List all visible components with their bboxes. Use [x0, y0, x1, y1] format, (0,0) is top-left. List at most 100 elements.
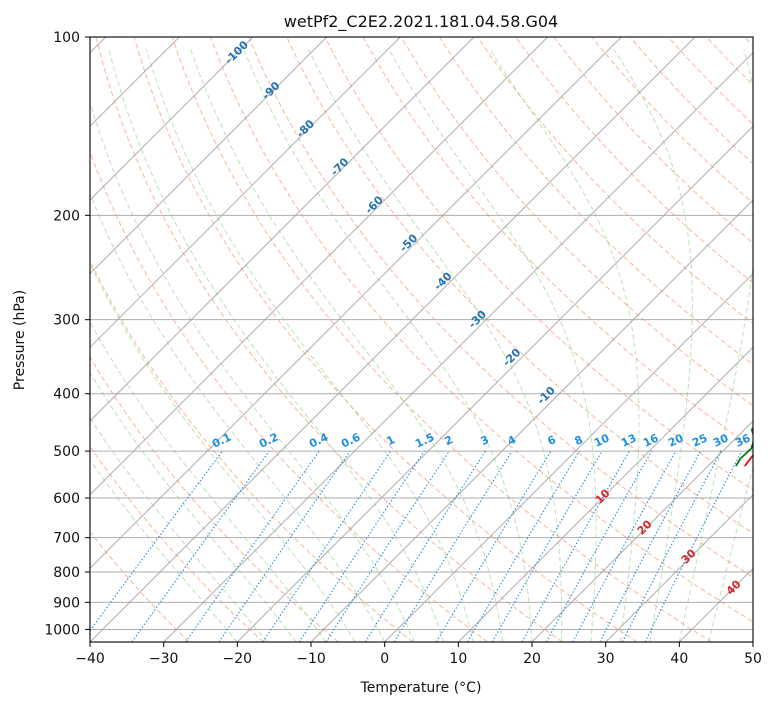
dry-adiabat-line: [477, 37, 753, 325]
mixing-ratio-label: 16: [641, 431, 661, 449]
x-tick-label: −10: [296, 651, 326, 667]
moist-adiabat-line: [243, 49, 533, 642]
dry-adiabat-line: [90, 150, 488, 642]
dry-adiabat-label: -90: [259, 79, 282, 102]
isotherm-line: [90, 37, 401, 349]
moist-adiabat-line: [489, 49, 640, 642]
mixing-ratio-line: [599, 450, 701, 642]
isotherm-line: [90, 37, 696, 642]
isotherm-line: [457, 346, 753, 642]
x-tick-label: 50: [744, 651, 762, 667]
x-tick-label: 30: [597, 651, 615, 667]
mixing-ratio-line: [131, 450, 270, 642]
dry-adiabat-line: [438, 37, 753, 366]
isotherm-line: [310, 199, 753, 642]
mixing-ratio-line: [90, 450, 223, 632]
mixing-ratio-label: 1: [385, 433, 397, 448]
isotherm-line: [752, 641, 753, 642]
dry-adiabat-line: [591, 37, 753, 204]
mixing-ratio-line: [262, 450, 392, 642]
mixing-ratio-line: [435, 450, 552, 642]
moist-adiabat-line: [90, 100, 415, 642]
mixing-ratio-label: 1.5: [413, 431, 436, 451]
mixing-ratio-line: [218, 450, 351, 642]
x-tick-label: −30: [149, 651, 179, 667]
x-tick-label: 40: [670, 651, 688, 667]
y-tick-label: 500: [53, 444, 80, 460]
isotherm-line: [236, 125, 753, 642]
dry-adiabat-line: [362, 37, 753, 449]
dry-adiabat-line: [286, 37, 753, 534]
moist-adiabat-line: [90, 321, 327, 642]
x-tick-label: 20: [523, 651, 541, 667]
dry-adiabat-line: [210, 37, 753, 623]
y-tick-label: 600: [53, 491, 80, 507]
dry-adiabat-line: [515, 37, 753, 284]
dry-adiabat-label: -20: [500, 346, 523, 369]
temperature-series-line: [743, 453, 753, 467]
y-tick-label: 900: [53, 595, 80, 611]
isotherm-line: [384, 272, 753, 642]
moist-adiabat-line: [90, 459, 238, 642]
mixing-ratio-line: [621, 450, 722, 642]
y-tick-label: 700: [53, 531, 80, 547]
y-tick-label: 300: [53, 313, 80, 329]
data-series: [735, 426, 753, 467]
dry-adiabat-line: [248, 37, 753, 578]
y-tick-label: 100: [53, 30, 80, 46]
dry-adiabat-label: -10: [535, 384, 558, 407]
mixing-ratio-line: [364, 450, 486, 642]
x-tick-label: 0: [380, 651, 389, 667]
chart-title: wetPf2_C2E2.2021.181.04.58.G04: [284, 12, 558, 32]
mixing-ratio-label: 2: [443, 433, 455, 448]
mixing-ratio-line: [521, 450, 630, 642]
moist-adiabat-line: [90, 262, 356, 642]
x-tick-label: −40: [75, 651, 105, 667]
moist-adiabat-line: [146, 49, 474, 642]
x-tick-label: 10: [449, 651, 467, 667]
isotherm-line: [90, 37, 254, 201]
isotherm-line: [90, 37, 549, 496]
dry-adiabat-label: -80: [294, 117, 317, 140]
y-tick-label: 200: [53, 208, 80, 224]
moist-adiabat-line: [708, 465, 753, 642]
mixing-ratio-label: 8: [573, 433, 585, 448]
moist-adiabat-line: [190, 49, 503, 642]
mixing-ratio-label: 36: [733, 431, 753, 449]
mixing-ratio-label: 0.1: [210, 431, 233, 451]
mixing-ratio-label: 0.2: [257, 431, 280, 451]
mixing-ratio-line: [298, 450, 425, 642]
mixing-ratio-line: [185, 450, 320, 642]
isotherm-line: [605, 493, 753, 642]
mixing-ratio-label: 25: [690, 431, 709, 449]
dewpoint-series-line: [735, 426, 753, 467]
dry-adiabat-line: [133, 37, 638, 642]
dry-adiabat-line: [744, 37, 753, 47]
y-tick-label: 1000: [44, 622, 80, 638]
axes: −40 −30 −20 −10 0 10 20 30 40 50 1000 900 800 700 600 5…: [44, 30, 762, 667]
isotherm-line: [531, 420, 753, 642]
dry-adiabat-line: [90, 356, 339, 642]
dry-adiabat-label: -70: [328, 155, 351, 178]
dry-adiabat-label: -30: [466, 307, 489, 330]
mixing-ratio-line: [467, 450, 580, 642]
dry-adiabat-line: [95, 37, 563, 642]
mixing-ratio-line: [572, 450, 677, 642]
mixing-ratio-label: 0.4: [307, 430, 330, 450]
mixing-ratio-line: [393, 450, 513, 642]
moist-adiabat-line: [613, 49, 693, 642]
moist-adiabat-line: [308, 49, 563, 642]
dry-adiabat-line: [90, 259, 414, 642]
moist-adiabat-line: [108, 49, 445, 642]
mixing-ratio-label: 30: [711, 431, 731, 449]
dry-adiabat-label: -60: [363, 193, 386, 216]
y-tick-label: 400: [53, 387, 80, 403]
dry-adiabat-line: [706, 37, 753, 86]
dry-adiabat-line: [90, 445, 264, 642]
dry-adiabat-line: [171, 37, 712, 642]
isotherm-line: [90, 37, 328, 275]
dry-adiabat-label: -50: [397, 231, 420, 254]
y-axis-label: Pressure (hPa): [12, 290, 28, 390]
mixing-ratio-label: 10: [592, 431, 612, 449]
